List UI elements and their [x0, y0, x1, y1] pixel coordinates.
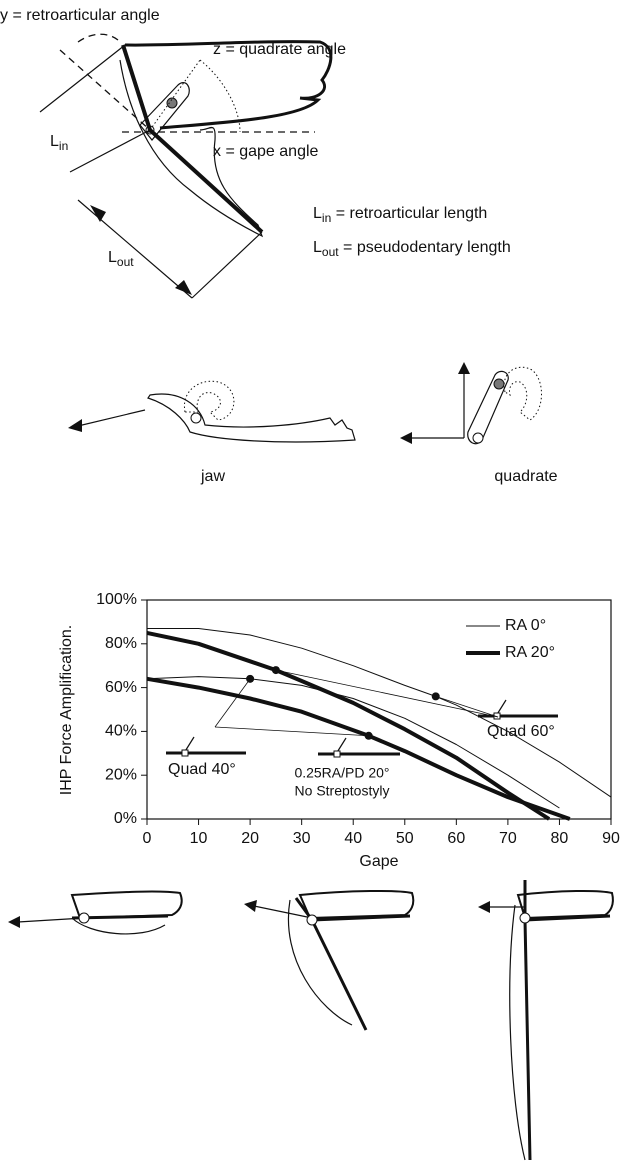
connector — [276, 670, 498, 717]
label: quadrate — [494, 468, 557, 485]
skull-outline — [300, 891, 413, 918]
label-part: L — [313, 205, 322, 222]
annotation: No Streptostyly — [295, 783, 390, 799]
label: y = retroarticular angle — [0, 7, 160, 24]
y-tick-label: 20% — [105, 766, 137, 783]
jaw-outline — [148, 394, 355, 442]
marker — [272, 666, 280, 674]
x-tick-label: 10 — [190, 830, 208, 847]
sub-label: Lin — [50, 133, 68, 153]
lever-bar — [525, 880, 610, 1160]
joint — [191, 413, 201, 423]
label-part: L — [313, 239, 322, 256]
x-tick-label: 90 — [602, 830, 620, 847]
x-axis-label: Gape — [359, 853, 398, 870]
label: jaw — [200, 468, 225, 485]
x-tick-label: 50 — [396, 830, 414, 847]
measure-line — [40, 45, 262, 298]
y-tick-label: 0% — [114, 810, 137, 827]
gape-sketches — [8, 880, 613, 1160]
x-tick-label: 70 — [499, 830, 517, 847]
label-part: = pseudodentary length — [339, 239, 511, 256]
jaw-icon — [182, 750, 188, 756]
y-tick-label: 100% — [96, 591, 137, 608]
label: z = quadrate angle — [213, 41, 346, 58]
y-tick-label: 40% — [105, 723, 137, 740]
y-tick-label: 80% — [105, 635, 137, 652]
connector — [436, 696, 498, 717]
joint — [494, 379, 504, 389]
annotation: 0.25RA/PD 20° — [294, 765, 389, 781]
connector — [215, 679, 250, 727]
x-tick-label: 80 — [551, 830, 569, 847]
arrowhead — [478, 901, 490, 913]
x-tick-label: 40 — [344, 830, 362, 847]
annotation: Quad 60° — [487, 723, 555, 740]
skull-outline — [518, 891, 613, 918]
x-tick-label: 0 — [143, 830, 152, 847]
label-part: = retroarticular length — [331, 205, 487, 222]
label: x = gape angle — [213, 143, 319, 160]
label-part: in — [59, 139, 68, 153]
skull-outline — [72, 892, 182, 918]
sub-label: Lin = retroarticular length — [313, 205, 487, 225]
figure: y = retroarticular angle z = quadrate an… — [0, 0, 623, 1174]
joint — [520, 913, 530, 923]
lever-bar — [123, 45, 262, 232]
x-tick-label: 60 — [447, 830, 465, 847]
angle-arc — [78, 34, 118, 42]
marker — [246, 675, 254, 683]
jaw-outline — [510, 905, 525, 1160]
marker — [365, 732, 373, 740]
label-part: L — [108, 249, 117, 266]
sub-label: Lout = pseudodentary length — [313, 239, 511, 259]
jaw-icon — [334, 751, 340, 757]
marker — [432, 692, 440, 700]
label-part: out — [322, 245, 339, 259]
force-diagram: jaw quadrate — [68, 362, 558, 485]
sub-label: Lout — [108, 249, 134, 269]
joint — [167, 98, 177, 108]
annotation: Quad 40° — [168, 761, 236, 778]
arrow — [410, 372, 464, 438]
arrowhead — [244, 900, 257, 912]
arrow — [78, 410, 145, 426]
y-tick-label: 60% — [105, 679, 137, 696]
legend-label: RA 0° — [505, 617, 546, 634]
label-part: in — [322, 211, 331, 225]
x-tick-label: 30 — [293, 830, 311, 847]
joint — [307, 915, 317, 925]
quadrate-outline — [504, 367, 541, 420]
arrowhead — [8, 916, 20, 928]
arrowhead — [400, 362, 470, 444]
y-axis-label: IHP Force Amplification. — [58, 625, 75, 795]
joint — [79, 913, 89, 923]
quadrate-outline — [184, 381, 233, 420]
joint — [473, 433, 483, 443]
legend-label: RA 20° — [505, 644, 555, 661]
label-part: L — [50, 133, 59, 150]
x-tick-label: 20 — [241, 830, 259, 847]
arrowhead — [68, 419, 82, 432]
jaw-geometry-diagram: y = retroarticular angle z = quadrate an… — [0, 7, 511, 298]
chart: Gape IHP Force Amplification. 0% 20% 40% 60… — [58, 591, 620, 870]
arrowhead — [90, 205, 192, 295]
reference-line — [60, 50, 315, 132]
label-part: out — [117, 255, 134, 269]
